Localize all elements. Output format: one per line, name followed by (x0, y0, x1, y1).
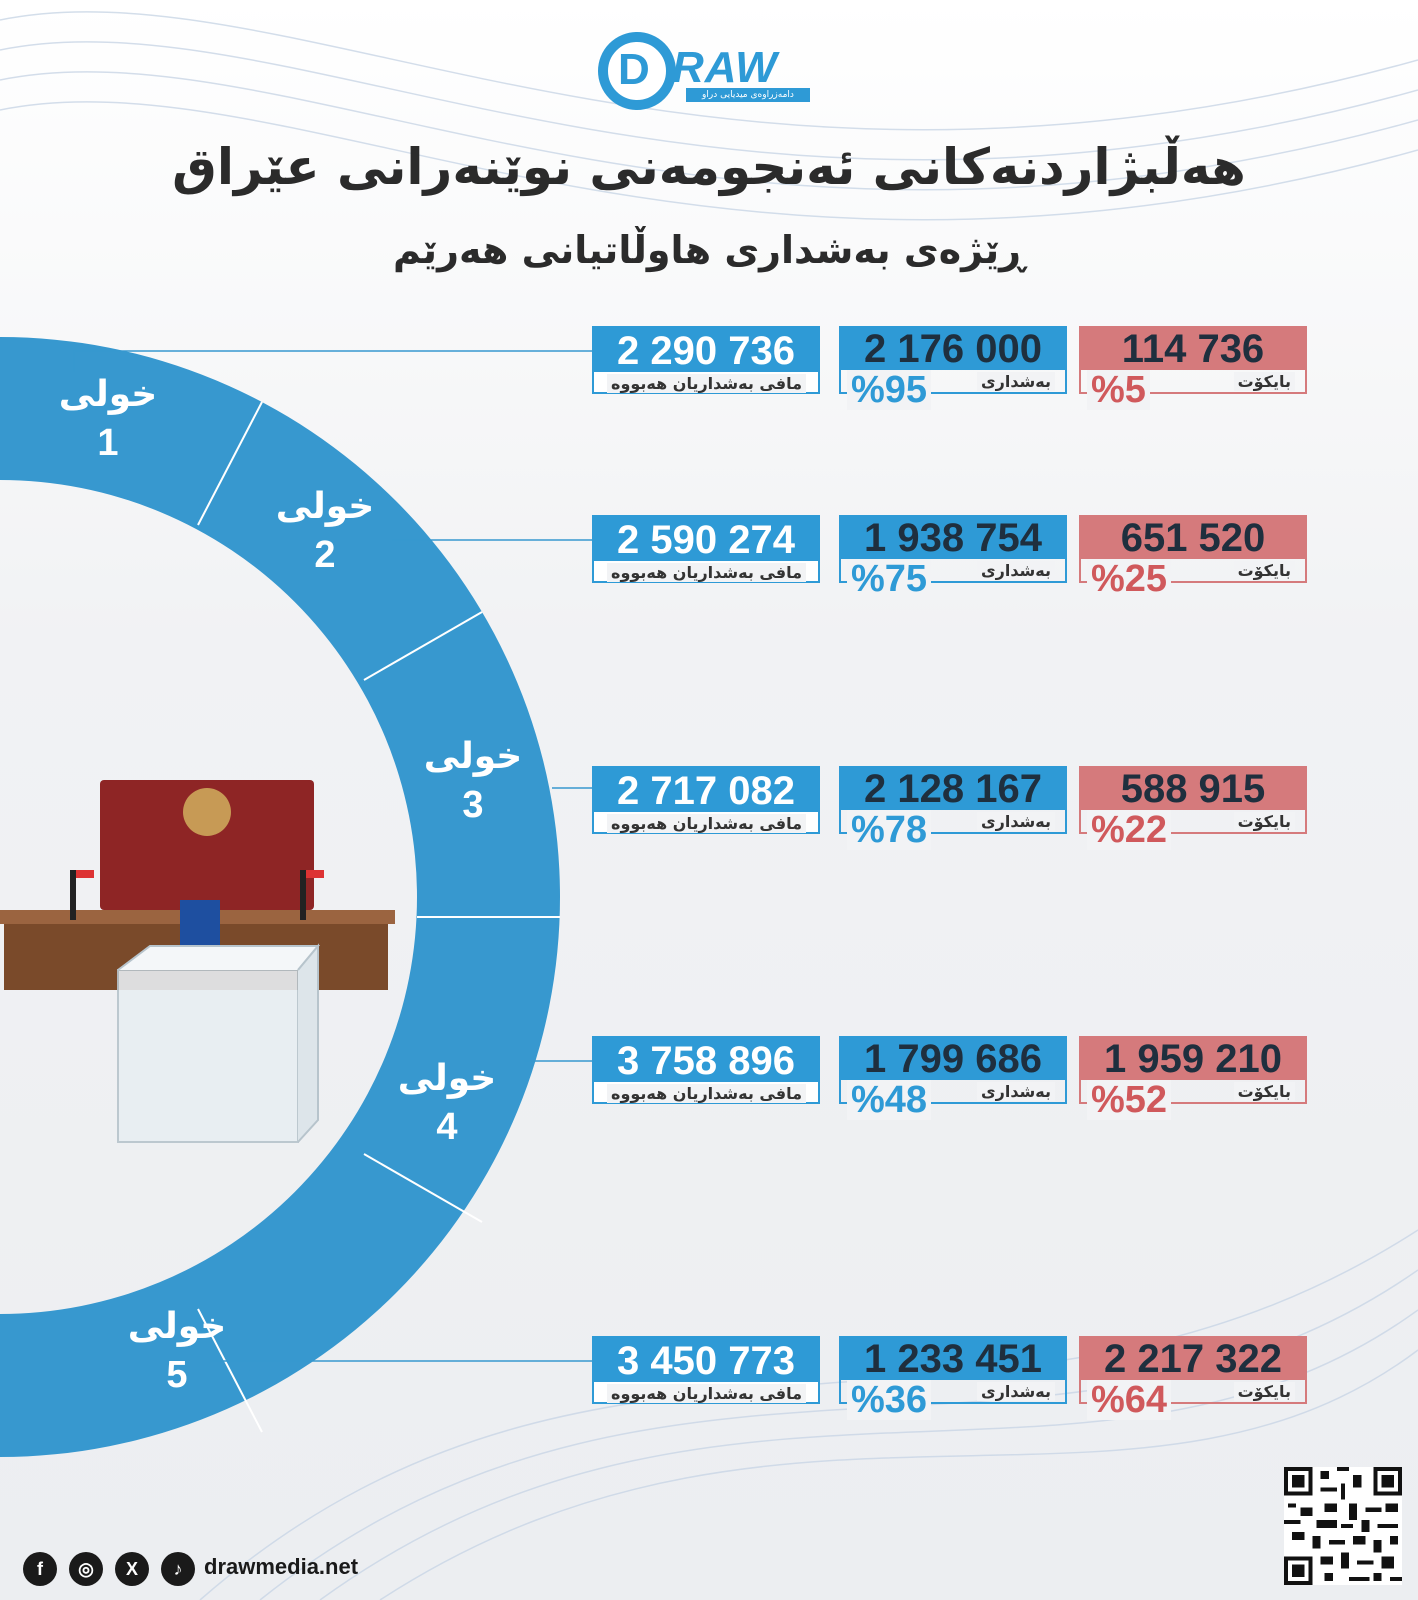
eligible-value: 3 450 773 (594, 1338, 818, 1383)
boycott-percent: %64 (1087, 1380, 1172, 1420)
boycott-percent: %52 (1087, 1080, 1172, 1120)
round-word: خولی (397, 1058, 497, 1099)
boycott-label: بایکۆت (1233, 372, 1295, 391)
website-link[interactable]: drawmedia.net (204, 1554, 359, 1579)
participation-box: 2 128 167 بەشداری %78 (839, 766, 1067, 850)
tiktok-icon[interactable]: ♪ (161, 1552, 195, 1586)
round-number: 4 (436, 1106, 458, 1148)
round-row-2: 2 590 274 مافی بەشداریان هەبووە 1 938 75… (0, 515, 1418, 605)
round-row-3: 2 717 082 مافی بەشداریان هەبووە 2 128 16… (0, 766, 1418, 856)
ring-divider (197, 1308, 263, 1433)
boycott-box: 114 736 بایکۆت %5 (1079, 326, 1307, 410)
instagram-icon[interactable]: ◎ (69, 1552, 103, 1586)
x-icon[interactable]: X (115, 1552, 149, 1586)
eligible-box: 2 717 082 مافی بەشداریان هەبووە (592, 766, 820, 834)
draw-logo: D RAW دامەزراوەی میدیایی دراو (598, 32, 820, 118)
boycott-value: 651 520 (1081, 515, 1305, 560)
eligible-label: مافی بەشداریان هەبووە (607, 1384, 806, 1403)
participation-label: بەشداری (976, 1382, 1055, 1401)
eligible-box: 3 450 773 مافی بەشداریان هەبووە (592, 1336, 820, 1404)
participation-value: 1 799 686 (841, 1036, 1065, 1081)
logo-letter: D (618, 45, 650, 94)
qr-code[interactable] (1284, 1467, 1402, 1585)
boycott-percent: %22 (1087, 810, 1172, 850)
round-row-1: 2 290 736 مافی بەشداریان هەبووە 2 176 00… (0, 326, 1418, 416)
eligible-label: مافی بەشداریان هەبووە (607, 563, 806, 582)
round-word: خولی (423, 736, 523, 777)
eligible-value: 3 758 896 (594, 1038, 818, 1083)
boycott-value: 1 959 210 (1081, 1036, 1305, 1081)
boycott-value: 588 915 (1081, 766, 1305, 811)
boycott-box: 2 217 322 بایکۆت %64 (1079, 1336, 1307, 1420)
page-title: هەڵبژاردنەکانی ئەنجومەنی نوێنەرانی عێراق (172, 138, 1246, 196)
logo-ring (598, 32, 676, 110)
boycott-label: بایکۆت (1233, 812, 1295, 831)
participation-value: 2 128 167 (841, 766, 1065, 811)
participation-value: 1 938 754 (841, 515, 1065, 560)
ring-divider (363, 611, 483, 681)
eligible-box: 2 290 736 مافی بەشداریان هەبووە (592, 326, 820, 394)
boycott-value: 2 217 322 (1081, 1336, 1305, 1381)
boycott-box: 651 520 بایکۆت %25 (1079, 515, 1307, 599)
eligible-label: مافی بەشداریان هەبووە (607, 814, 806, 833)
participation-label: بەشداری (976, 812, 1055, 831)
ring-divider (197, 401, 263, 526)
ballot-box-illustration (0, 780, 395, 1143)
round-label-3: خولی 3 (398, 734, 548, 830)
eligible-label: مافی بەشداریان هەبووە (607, 374, 806, 393)
logo-tagline: دامەزراوەی میدیایی دراو (686, 88, 810, 102)
round-label-2: خولی 2 (250, 484, 400, 580)
participation-percent: %36 (847, 1380, 932, 1420)
eligible-value: 2 290 736 (594, 328, 818, 373)
logo-word: RAW (672, 43, 778, 92)
participation-percent: %95 (847, 370, 932, 410)
eligible-label: مافی بەشداریان هەبووە (607, 1084, 806, 1103)
participation-box: 1 233 451 بەشداری %36 (839, 1336, 1067, 1420)
participation-label: بەشداری (976, 561, 1055, 580)
boycott-percent: %5 (1087, 370, 1150, 410)
round-number: 5 (166, 1354, 188, 1396)
participation-value: 2 176 000 (841, 326, 1065, 371)
ring-divider (363, 1153, 483, 1223)
eligible-value: 2 717 082 (594, 768, 818, 813)
page-subtitle: ڕێژەی بەشداری هاوڵاتیانی هەرێم (393, 228, 1025, 272)
boycott-label: بایکۆت (1233, 1382, 1295, 1401)
round-number: 3 (462, 784, 484, 826)
participation-percent: %75 (847, 559, 932, 599)
eligible-value: 2 590 274 (594, 517, 818, 562)
participation-percent: %48 (847, 1080, 932, 1120)
ring-shape (0, 337, 560, 1457)
round-word: خولی (58, 374, 158, 415)
participation-label: بەشداری (976, 1082, 1055, 1101)
boycott-box: 588 915 بایکۆت %22 (1079, 766, 1307, 850)
facebook-icon[interactable]: f (23, 1552, 57, 1586)
round-row-4: 3 758 896 مافی بەشداریان هەبووە 1 799 68… (0, 1036, 1418, 1126)
round-label-5: خولی 5 (102, 1304, 252, 1400)
participation-value: 1 233 451 (841, 1336, 1065, 1381)
eligible-box: 2 590 274 مافی بەشداریان هەبووە (592, 515, 820, 583)
participation-box: 1 938 754 بەشداری %75 (839, 515, 1067, 599)
participation-percent: %78 (847, 810, 932, 850)
round-word: خولی (127, 1306, 227, 1347)
boycott-box: 1 959 210 بایکۆت %52 (1079, 1036, 1307, 1120)
round-word: خولی (275, 486, 375, 527)
participation-label: بەشداری (976, 372, 1055, 391)
participation-box: 1 799 686 بەشداری %48 (839, 1036, 1067, 1120)
boycott-label: بایکۆت (1233, 1082, 1295, 1101)
round-label-1: خولی 1 (33, 372, 183, 468)
participation-box: 2 176 000 بەشداری %95 (839, 326, 1067, 410)
boycott-percent: %25 (1087, 559, 1172, 599)
round-number: 2 (314, 534, 336, 576)
connector-line (73, 350, 592, 372)
round-row-5: 3 450 773 مافی بەشداریان هەبووە 1 233 45… (0, 1336, 1418, 1426)
round-number: 1 (97, 422, 119, 464)
boycott-label: بایکۆت (1233, 561, 1295, 580)
eligible-box: 3 758 896 مافی بەشداریان هەبووە (592, 1036, 820, 1104)
boycott-value: 114 736 (1081, 326, 1305, 371)
round-label-4: خولی 4 (372, 1056, 522, 1152)
